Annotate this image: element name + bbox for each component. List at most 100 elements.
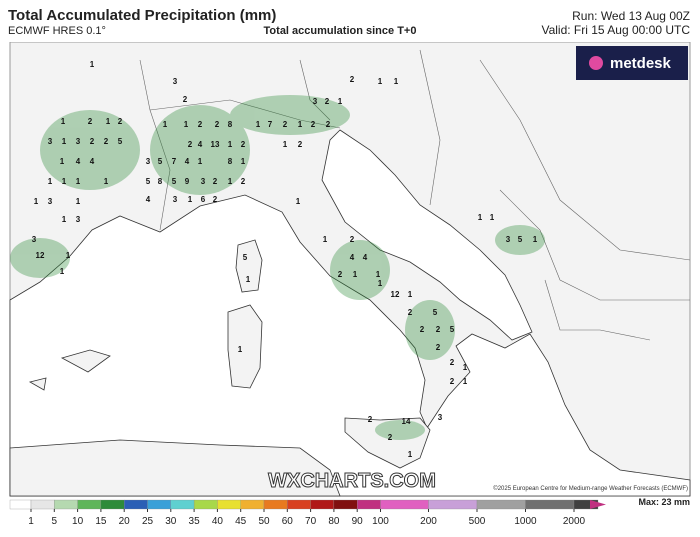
map-label: 1 [66,251,71,260]
title: Total Accumulated Precipitation (mm) [8,7,276,24]
colorbar-tick-label: 100 [372,516,389,527]
map-label: 3 [146,157,151,166]
colorbar-segment [217,499,241,510]
map-label: 5 [433,308,438,317]
colorbar-tick-label: 10 [72,516,84,527]
map-label: 1 [463,363,468,372]
map-label: 3 [32,235,37,244]
colorbar-segment [310,499,335,510]
map-label: 3 [48,137,53,146]
map-label: 1 [378,77,383,86]
map-label: 1 [246,275,251,284]
map-label: 8 [158,177,163,186]
map-label: 4 [76,157,81,166]
map-label: 1 [104,177,109,186]
colorbar-segment [240,499,265,510]
map-label: 1 [408,290,413,299]
colorbar-tick-label: 40 [212,516,224,527]
colorbar-segment [77,499,102,510]
map-label: 1 [198,157,203,166]
colorbar-tick-label: 80 [328,516,340,527]
map-label: 1 [533,235,538,244]
map-label: 2 [350,235,355,244]
map-label: 2 [298,140,303,149]
map-label: 1 [228,177,233,186]
map-label: 1 [241,157,246,166]
map-label: 1 [283,140,288,149]
map-label: 1 [62,137,67,146]
colorbar-tick-label: 50 [258,516,270,527]
map-label: 13 [211,140,220,149]
colorbar-tick-label: 35 [189,516,201,527]
islands [9,239,431,497]
colorbar-tick-label: 70 [305,516,317,527]
colorbar-tick-label: 5 [52,516,58,527]
map-label: 1 [478,213,483,222]
map-label: 2 [241,177,246,186]
map-label: 4 [198,140,203,149]
watermark: WXCHARTS.COM [268,470,436,492]
map-label: 2 [213,177,218,186]
map-label: 2 [311,120,316,129]
map-label: 7 [172,157,177,166]
map-label: 2 [183,95,188,104]
map-label: 1 [34,197,39,206]
colorbar-segment [193,499,218,510]
map-label: 5 [450,325,455,334]
map-label: 3 [506,235,511,244]
colorbar-tick-label: 30 [165,516,177,527]
borders [139,49,691,341]
map-label: 1 [256,120,261,129]
map-label: 7 [268,120,273,129]
map-label: 1 [296,197,301,206]
seas [9,129,691,497]
map-label: 2 [436,343,441,352]
map-label: 6 [201,195,206,204]
colorbar-segment [287,499,311,510]
colorbar-segment [170,499,195,510]
colorbar-segment [147,499,171,510]
map-label: 3 [173,77,178,86]
colorbar-tick-label: 500 [469,516,486,527]
run: Run: Wed 13 Aug 00Z [572,9,690,23]
map-label: 1 [76,197,81,206]
copyright: ©2025 European Centre for Medium-range W… [493,485,688,492]
map-label: 2 [436,325,441,334]
map-label: 2 [213,195,218,204]
map-label: 2 [241,140,246,149]
map-label: 1 [408,450,413,459]
map-label: 1 [62,177,67,186]
map-label: 9 [185,177,190,186]
colorbar-tick-label: 45 [235,516,247,527]
map-label: 3 [76,137,81,146]
map-label: 3 [48,197,53,206]
map-label: 12 [391,290,400,299]
map-label: 14 [402,417,411,426]
map-label: 2 [388,433,393,442]
map-label: 2 [326,120,331,129]
map-label: 1 [62,215,67,224]
map-label: 8 [228,120,233,129]
colorbar-segment [333,499,358,510]
max-label: Max: 23 mm [638,497,690,507]
map-label: 5 [158,157,163,166]
map-label: 1 [338,97,343,106]
map-label: 12 [36,251,45,260]
map-label: 2 [188,140,193,149]
map-label: 5 [518,235,523,244]
map-label: 2 [450,358,455,367]
map-label: 1 [60,267,65,276]
map-label: 2 [118,117,123,126]
map-label: 1 [463,377,468,386]
precip-areas [10,95,545,440]
map-label: 1 [394,77,399,86]
map-label: 1 [106,117,111,126]
logo: metdesk [610,55,672,72]
map-label: 2 [325,97,330,106]
colorbar-tick-label: 90 [352,516,364,527]
map-label: 1 [90,60,95,69]
map-label: 1 [61,117,66,126]
colorbar-tick-label: 2000 [563,516,586,527]
